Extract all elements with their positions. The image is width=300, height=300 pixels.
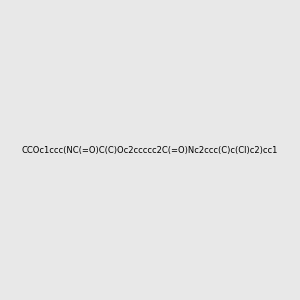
Text: CCOc1ccc(NC(=O)C(C)Oc2ccccc2C(=O)Nc2ccc(C)c(Cl)c2)cc1: CCOc1ccc(NC(=O)C(C)Oc2ccccc2C(=O)Nc2ccc(… [22,146,278,154]
